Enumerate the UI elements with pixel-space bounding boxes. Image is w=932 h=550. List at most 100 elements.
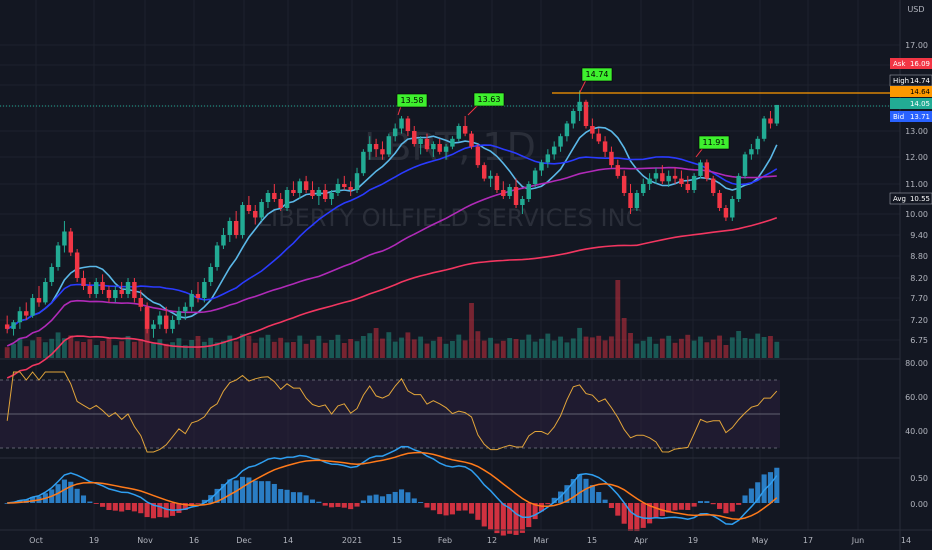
- macd-histogram-bar: [246, 477, 252, 503]
- volume-bar: [214, 342, 220, 358]
- candle-body: [755, 138, 760, 150]
- volume-bar: [30, 340, 36, 358]
- volume-bar: [380, 338, 385, 358]
- candle-body: [138, 298, 143, 307]
- volume-bar: [399, 337, 404, 358]
- macd-tick: 0.00: [910, 500, 928, 509]
- candle-body: [291, 190, 296, 193]
- time-tick: 14: [901, 536, 911, 545]
- volume-bar: [609, 336, 614, 358]
- candle-body: [62, 231, 67, 246]
- macd-histogram-bar: [316, 501, 322, 503]
- volume-bar: [290, 342, 296, 358]
- macd-histogram-bar: [602, 499, 608, 503]
- time-axis-ticks[interactable]: Oct 19 Nov 16 Dec 14 2021 15 Feb 12 Mar 15 Apr 19 May 1…: [29, 536, 911, 545]
- callout-label: 13.63: [478, 95, 501, 104]
- volume-bar: [488, 337, 494, 358]
- macd-histogram-bar: [697, 501, 704, 503]
- price-callouts: 13.58 13.63 14.74 11.91: [396, 67, 730, 158]
- volume-bar: [176, 338, 182, 358]
- candle-body: [424, 138, 430, 150]
- macd-histogram-bar: [74, 488, 80, 503]
- volume-bar: [532, 341, 538, 358]
- macd-histogram-bar: [182, 503, 188, 510]
- volume-bar: [131, 341, 137, 358]
- volume-bar: [322, 342, 328, 358]
- candle-body: [564, 123, 570, 137]
- candle-body: [469, 133, 474, 147]
- macd-histogram-bar: [348, 503, 354, 510]
- macd-histogram-bar: [526, 503, 532, 528]
- volume-bar: [49, 338, 55, 358]
- price-tag-value: 14.74: [910, 77, 931, 85]
- candle-body: [412, 131, 417, 144]
- price-tag-label: Ask: [893, 60, 906, 68]
- candle-body: [475, 146, 481, 166]
- candle-body: [602, 141, 608, 152]
- macd-histogram-bar: [4, 503, 10, 504]
- volume-bar: [443, 343, 449, 358]
- candle-body: [462, 126, 468, 134]
- macd-histogram-bar: [666, 503, 672, 513]
- callout-leader: [397, 105, 402, 116]
- volume-bar: [303, 343, 309, 358]
- volume-bar: [265, 334, 271, 358]
- macd-histogram-bar: [723, 503, 729, 514]
- macd-histogram-bar: [456, 503, 462, 511]
- moving-average-100: [6, 216, 778, 379]
- candle-body: [297, 181, 302, 193]
- price-tag-box: [890, 98, 932, 109]
- macd-histogram-bar: [201, 499, 207, 503]
- candle-body: [621, 175, 627, 193]
- candle-body: [513, 187, 519, 205]
- macd-histogram-bar: [494, 503, 500, 534]
- macd-histogram-bar: [271, 483, 277, 503]
- volume-bar: [494, 343, 500, 358]
- volume-bar: [233, 341, 239, 358]
- volume-bar: [742, 338, 748, 358]
- macd-histogram-bar: [621, 503, 627, 524]
- candle-body: [43, 282, 48, 303]
- macd-histogram-bar: [519, 503, 525, 533]
- volume-bar: [221, 340, 226, 358]
- candle-body: [596, 133, 601, 142]
- candle-body: [418, 138, 423, 144]
- volume-bar: [653, 343, 659, 358]
- volume-bar: [201, 341, 207, 358]
- volume-bar: [310, 339, 315, 358]
- candle-body: [24, 311, 29, 316]
- volume-bar: [564, 342, 570, 358]
- candle-body: [698, 162, 703, 176]
- candle-body: [259, 202, 264, 218]
- macd-histogram-bar: [138, 503, 144, 514]
- candle-body: [526, 184, 531, 199]
- volume-bar: [481, 340, 487, 358]
- volume-bar: [589, 337, 595, 358]
- candle-body: [641, 184, 646, 193]
- macd-histogram-bar: [367, 495, 373, 503]
- macd-histogram-bar: [93, 503, 99, 504]
- time-tick: May: [752, 536, 769, 545]
- macd-histogram-bar: [513, 503, 519, 535]
- volume-bar: [628, 333, 633, 358]
- volume-bar: [278, 337, 284, 358]
- macd-histogram-bar: [150, 503, 157, 519]
- macd-histogram-bar: [532, 503, 538, 520]
- price-tick: 6.75: [910, 336, 928, 345]
- volume-bars: [4, 280, 780, 358]
- volume-bar: [42, 342, 48, 358]
- candle-body: [450, 138, 455, 147]
- candle-body: [679, 178, 684, 184]
- macd-signal-line: [7, 451, 778, 520]
- candle-body: [710, 178, 716, 193]
- volume-bar: [761, 337, 767, 358]
- candle-body: [189, 294, 194, 307]
- price-tick: 13.00: [905, 127, 928, 136]
- volume-bar: [551, 340, 557, 358]
- volume-bar: [462, 340, 468, 358]
- volume-bar: [17, 338, 23, 358]
- time-tick: 14: [283, 536, 293, 545]
- volume-bar: [36, 337, 42, 358]
- volume-bar: [596, 335, 602, 358]
